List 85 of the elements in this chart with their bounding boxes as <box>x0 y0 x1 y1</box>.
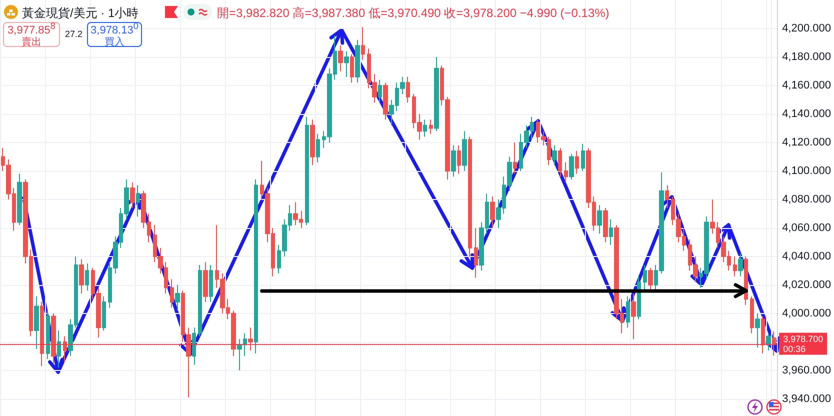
candlestick <box>744 256 748 306</box>
y-tick-label: 4,000.000 <box>782 307 831 320</box>
candlestick <box>457 144 461 174</box>
candlestick <box>338 45 343 72</box>
candlestick <box>631 292 636 340</box>
candlestick <box>383 82 388 120</box>
candlestick <box>626 296 630 328</box>
candlestick <box>609 218 613 246</box>
y-tick-label: 4,100.000 <box>782 164 831 177</box>
ref-line-label: 3,978.700 00:36 <box>783 334 824 354</box>
candlestick <box>603 208 608 243</box>
candlestick <box>581 143 585 172</box>
candlestick <box>755 312 760 348</box>
annotation: 3,978.13$^{0}$ <box>90 21 138 37</box>
y-tick-label: 4,040.000 <box>782 250 831 262</box>
text: 黃金現貨/美元 · 1小時 <box>22 5 139 22</box>
annotation: 買入 <box>104 36 124 48</box>
annotation: 27.2 <box>65 29 83 39</box>
candlestick <box>665 184 669 208</box>
candlestick <box>451 144 456 178</box>
candlestick <box>772 330 776 356</box>
candlestick <box>175 284 180 312</box>
candlestick <box>569 153 574 180</box>
candlestick <box>558 148 562 178</box>
candlestick <box>361 26 365 60</box>
y-tick-label: 4,180.000 <box>782 50 831 63</box>
candlestick <box>85 263 89 292</box>
y-tick-label: 4,080.000 <box>782 193 831 206</box>
candlestick <box>170 278 174 308</box>
candlestick <box>40 302 44 367</box>
candlestick <box>350 54 354 84</box>
candlestick <box>192 327 196 366</box>
candlestick <box>316 133 320 163</box>
candlestick <box>305 116 309 226</box>
candlestick <box>423 119 427 138</box>
candlestick <box>434 56 439 132</box>
candlestick <box>513 142 517 174</box>
candlestick <box>429 119 433 134</box>
annotation: 3,977.85$^{8}$ <box>8 21 56 37</box>
candlestick <box>130 182 135 208</box>
candlestick <box>34 296 39 350</box>
candlestick <box>750 296 754 334</box>
candlestick <box>738 253 743 277</box>
annotation: 賣出 <box>22 36 42 48</box>
y-tick-label: 4,020.000 <box>782 278 831 291</box>
candlestick <box>203 262 208 303</box>
candlestick <box>198 264 202 337</box>
candlestick <box>209 264 213 303</box>
candlestick <box>462 130 467 172</box>
y-tick-label: 4,140.000 <box>782 108 831 120</box>
candlestick <box>63 336 67 362</box>
candlestick <box>468 136 472 257</box>
y-tick-label: 4,160.000 <box>782 79 831 92</box>
candlestick <box>102 296 106 332</box>
candlestick <box>17 173 22 226</box>
candlestick <box>552 144 557 166</box>
candlestick <box>761 316 765 354</box>
y-tick-label: 4,200.000 <box>782 22 831 34</box>
candlestick <box>490 196 495 228</box>
candlestick <box>766 332 771 351</box>
candlestick <box>643 264 647 292</box>
candlestick <box>564 162 568 183</box>
candlestick <box>597 204 602 234</box>
y-tick-label: 3,960.000 <box>782 364 831 376</box>
candlestick <box>637 276 641 320</box>
candlestick <box>248 327 253 351</box>
candlestick <box>46 310 50 360</box>
candlestick <box>378 79 382 104</box>
text: 開=3,982.820 高=3,987.380 低=3,970.490 收=3,978.200 −4.990 (−0.13%) <box>217 5 610 22</box>
y-tick-label: 4,120.000 <box>782 136 831 148</box>
candlestick <box>344 50 349 78</box>
candlestick <box>648 267 653 292</box>
y-tick-label: 3,940.000 <box>782 392 831 405</box>
candlestick <box>474 227 478 278</box>
y-tick-label: 4,060.000 <box>782 222 831 234</box>
candlestick <box>575 150 579 174</box>
candlestick <box>733 256 737 277</box>
candlestick <box>254 179 258 354</box>
candlestick <box>79 258 84 294</box>
candlestick <box>406 76 410 104</box>
candlestick <box>136 184 140 218</box>
candlestick <box>355 39 360 84</box>
candlestick <box>310 119 315 166</box>
candlestick <box>57 330 61 368</box>
candlestick <box>51 312 56 364</box>
